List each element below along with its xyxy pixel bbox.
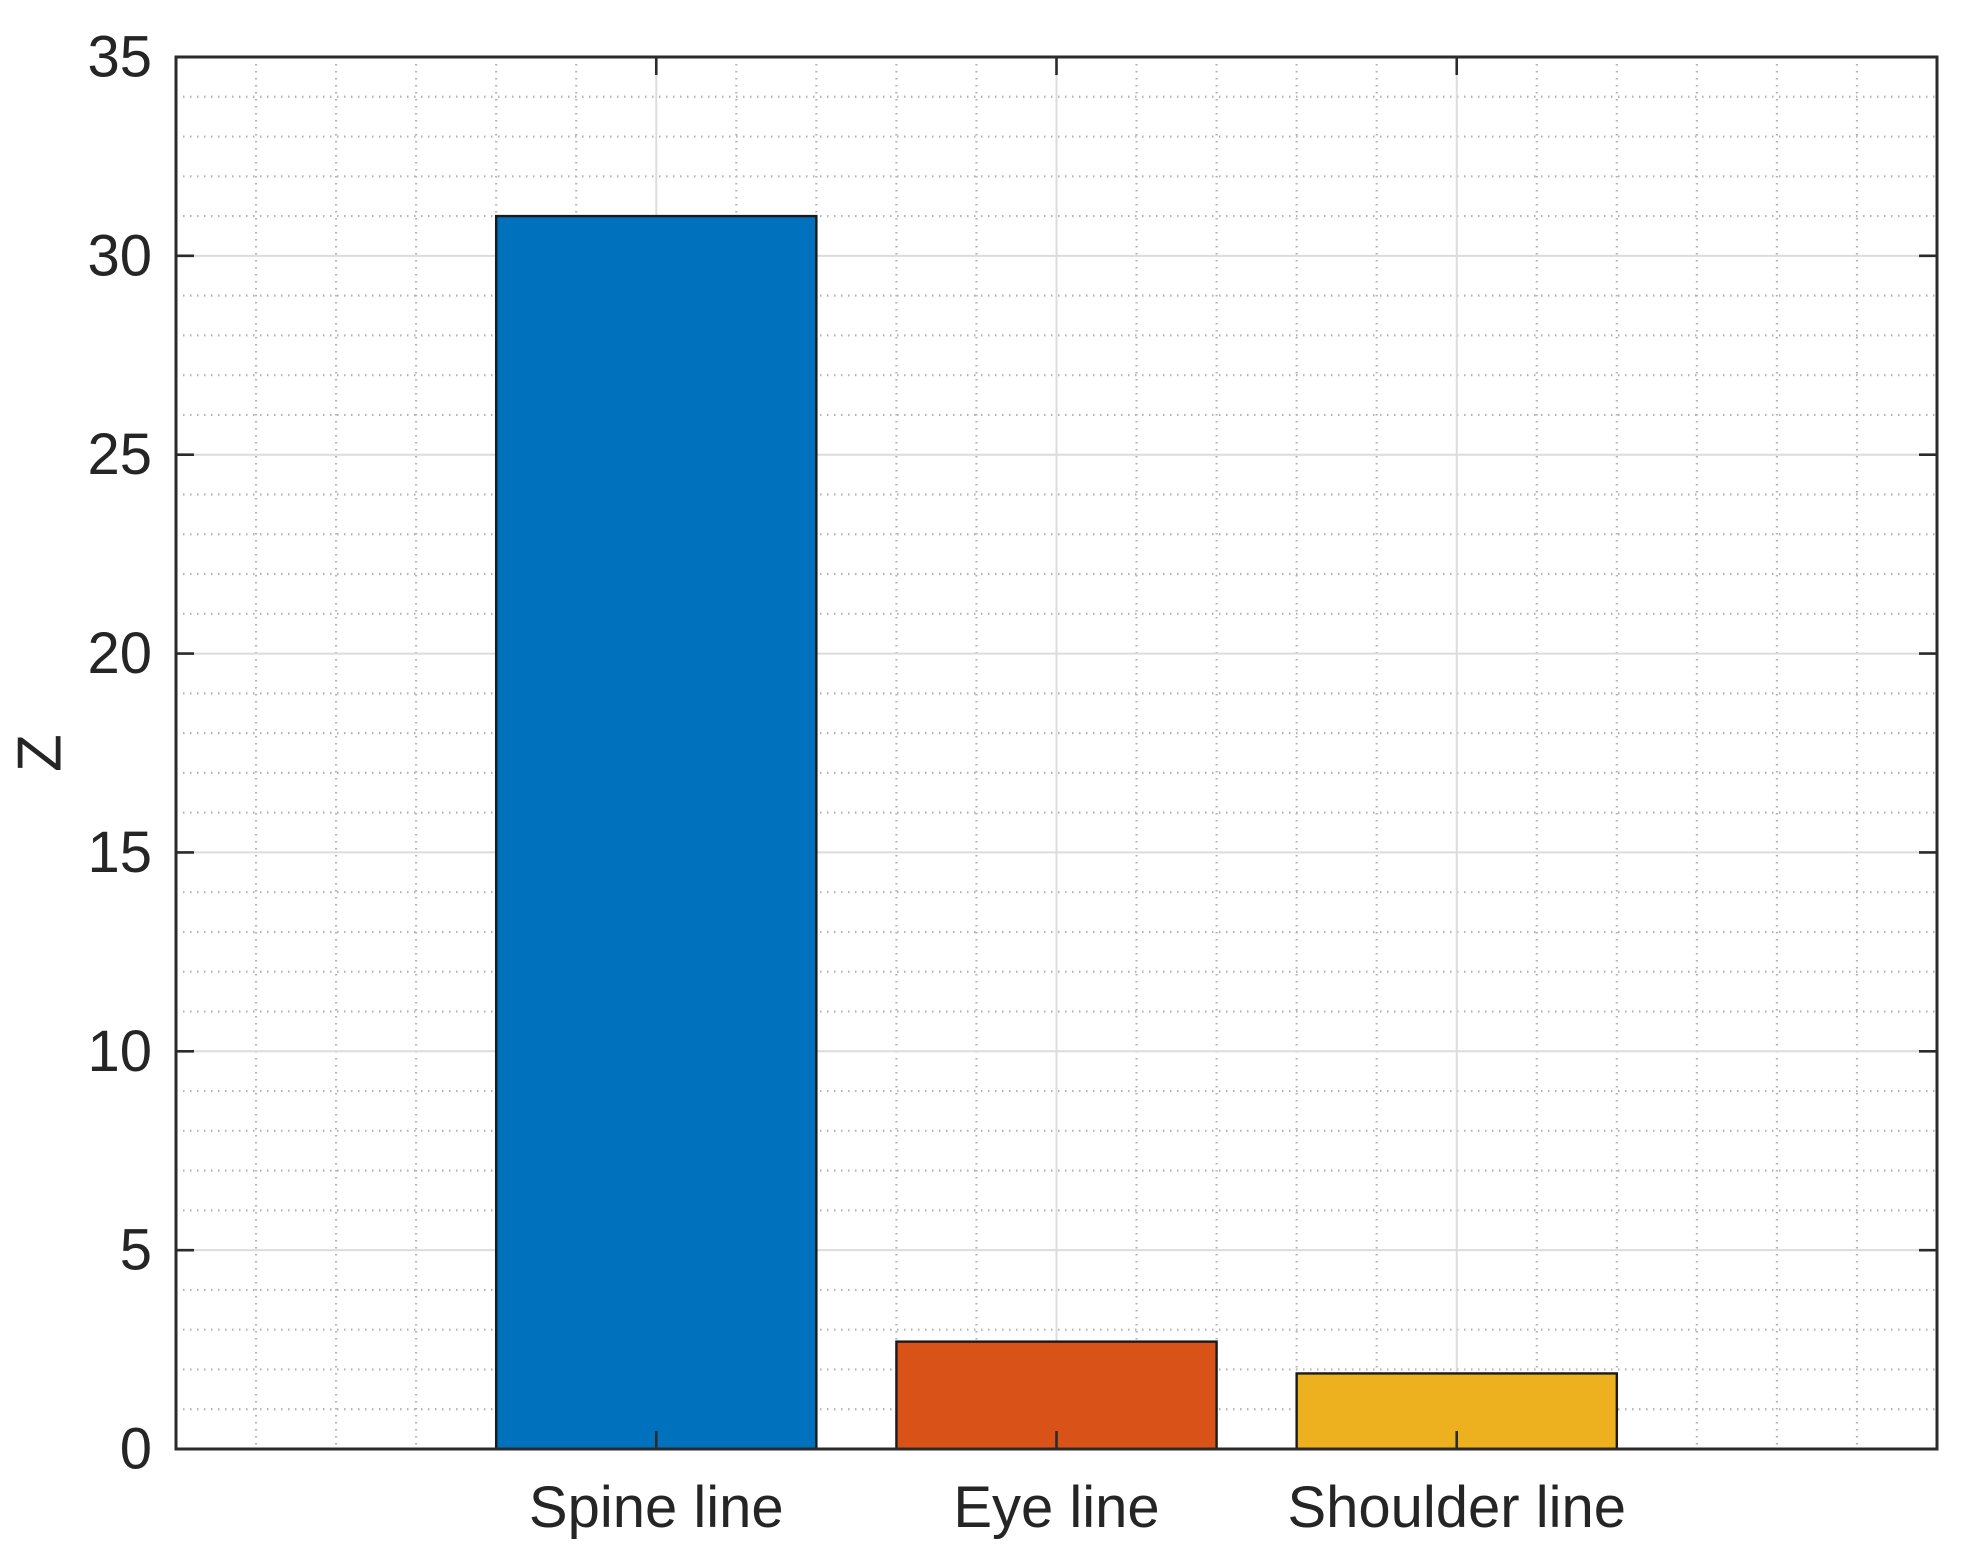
bar-series xyxy=(494,214,1619,1451)
y-tick-label: 25 xyxy=(87,422,152,487)
y-tick-label: 20 xyxy=(87,621,152,686)
y-axis-label: Z xyxy=(6,734,75,772)
x-category-label: Spine line xyxy=(529,1475,784,1540)
x-category-label: Shoulder line xyxy=(1287,1475,1626,1540)
y-tick-label: 30 xyxy=(87,223,152,288)
axis-tick-marks xyxy=(176,55,1937,1451)
y-tick-label: 15 xyxy=(87,820,152,885)
y-tick-label: 10 xyxy=(87,1019,152,1084)
y-tick-label: 35 xyxy=(87,25,152,90)
x-axis-category-labels: Spine line Eye line Shoulder line xyxy=(529,1475,1626,1540)
x-category-label: Eye line xyxy=(953,1475,1159,1540)
y-tick-label: 5 xyxy=(120,1218,152,1283)
bar-spine-line xyxy=(494,214,818,1451)
y-tick-label: 0 xyxy=(120,1417,152,1482)
major-gridlines xyxy=(176,57,1937,1449)
y-axis-tick-labels: 0 5 10 15 20 25 30 35 xyxy=(87,25,152,1482)
